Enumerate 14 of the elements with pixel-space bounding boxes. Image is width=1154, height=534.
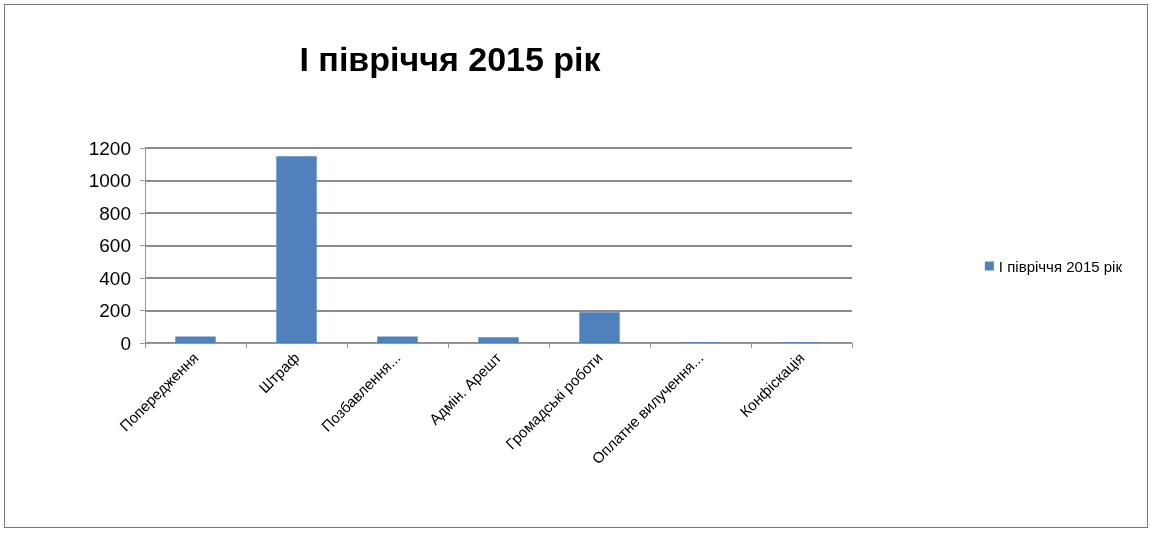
y-tick-label: 1000 — [88, 170, 131, 191]
bar — [276, 156, 317, 343]
y-tick-label: 600 — [99, 235, 131, 256]
y-tick-label: 1200 — [88, 137, 131, 159]
y-tick-label: 800 — [99, 202, 131, 224]
y-tick-label: 400 — [99, 267, 131, 289]
y-tick-label: 0 — [120, 332, 131, 354]
bar — [377, 336, 418, 343]
bar — [175, 336, 216, 343]
chart-title: І півріччя 2015 рік — [299, 40, 602, 78]
legend-label: І півріччя 2015 рік — [998, 257, 1123, 275]
bar — [579, 312, 620, 343]
bar — [478, 337, 519, 343]
y-tick-label: 200 — [99, 300, 131, 321]
